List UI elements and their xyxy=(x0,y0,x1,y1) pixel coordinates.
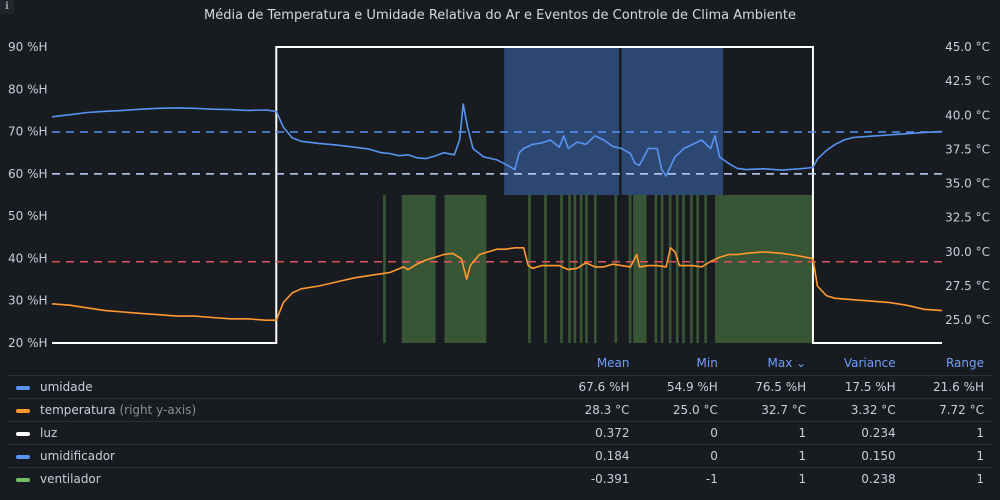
luz-state-line xyxy=(52,46,942,344)
legend-range-value: 1 xyxy=(903,421,992,445)
legend-header-row: Mean Min Max ⌄ Variance Range xyxy=(8,352,992,376)
legend-mean-value: -0.391 xyxy=(549,467,638,490)
ventilador-on-band xyxy=(383,195,386,343)
ventilador-on-band xyxy=(675,195,679,343)
y-right-tick-label: 40.0 °C xyxy=(945,108,990,122)
legend-mean-value: 28.3 °C xyxy=(549,398,638,422)
ventilador-on-band xyxy=(585,195,588,343)
y-right-tick-label: 45.0 °C xyxy=(945,40,990,54)
legend-swatch xyxy=(16,454,30,459)
ventilador-on-band xyxy=(696,195,700,343)
legend-max-value: 1 xyxy=(725,467,815,490)
ventilador-on-band xyxy=(690,195,693,343)
legend-table: Mean Min Max ⌄ Variance Range umidade 67.… xyxy=(8,352,992,490)
umidificador-on-band xyxy=(504,47,619,195)
legend-swatch xyxy=(16,385,30,390)
y-right-tick-label: 30.0 °C xyxy=(945,245,990,259)
legend-axis-note: (right y-axis) xyxy=(115,403,197,417)
legend-header-max[interactable]: Max ⌄ xyxy=(767,356,807,370)
legend-series-name[interactable]: umidade xyxy=(8,375,550,399)
legend-header-mean[interactable]: Mean xyxy=(596,356,630,370)
ventilador-on-band xyxy=(704,195,708,343)
ventilador-on-band xyxy=(528,195,531,343)
legend-series-label: temperatura xyxy=(40,403,116,417)
legend-row[interactable]: luz 0.372 0 1 0.234 1 xyxy=(8,421,992,445)
ventilador-on-band xyxy=(444,195,487,343)
ventilador-on-band xyxy=(668,195,672,343)
legend-min-value: -1 xyxy=(637,467,726,490)
y-right-tick-label: 37.5 °C xyxy=(945,142,990,156)
legend-series-label: umidificador xyxy=(40,449,115,463)
legend-series-label: umidade xyxy=(40,380,93,394)
info-icon[interactable]: ℹ xyxy=(0,0,14,14)
legend-series-name[interactable]: luz xyxy=(8,421,550,445)
legend-header-min[interactable]: Min xyxy=(696,356,718,370)
temperatura-series-line xyxy=(51,247,943,321)
ventilador-on-band xyxy=(544,195,547,343)
legend-variance-value: 17.5 %H xyxy=(814,375,904,399)
chart-plot: 20 %H 30 %H 40 %H 50 %H 60 %H 70 %H 80 %H 90 %H… xyxy=(8,40,990,350)
legend-row[interactable]: ventilador -0.391 -1 1 0.238 1 xyxy=(8,467,992,490)
ventilador-on-band xyxy=(594,195,597,343)
legend-variance-value: 3.32 °C xyxy=(814,398,904,422)
y-right-tick-label: 42.5 °C xyxy=(945,74,990,88)
legend-series-name[interactable]: ventilador xyxy=(8,467,550,490)
legend-header-variance[interactable]: Variance xyxy=(843,356,896,370)
legend-swatch xyxy=(16,408,30,413)
legend-mean-value: 0.372 xyxy=(549,421,638,445)
legend-mean-value: 0.184 xyxy=(549,444,638,468)
legend-max-value: 76.5 %H xyxy=(725,375,815,399)
legend-min-value: 54.9 %H xyxy=(637,375,726,399)
y-left-tick-label: 50 %H xyxy=(8,209,48,223)
umidade-series-line xyxy=(51,103,943,177)
y-left-tick-label: 20 %H xyxy=(8,336,48,350)
legend-variance-value: 0.234 xyxy=(814,421,904,445)
ventilador-on-band xyxy=(660,195,664,343)
legend-series-label: ventilador xyxy=(40,472,101,486)
y-right-tick-label: 32.5 °C xyxy=(945,211,990,225)
legend-swatch xyxy=(16,477,30,482)
y-right-tick-label: 35.0 °C xyxy=(945,177,990,191)
legend-max-value: 1 xyxy=(725,444,815,468)
y-left-tick-label: 60 %H xyxy=(8,167,48,181)
legend-row[interactable]: umidificador 0.184 0 1 0.150 1 xyxy=(8,444,992,468)
ventilador-on-band xyxy=(682,195,685,343)
y-left-tick-label: 40 %H xyxy=(8,251,48,265)
legend-row[interactable]: temperatura (right y-axis) 28.3 °C 25.0 °C… xyxy=(8,398,992,422)
legend-row[interactable]: umidade 67.6 %H 54.9 %H 76.5 %H 17.5 %H 21.6 … xyxy=(8,375,992,399)
legend-series-name[interactable]: umidificador xyxy=(8,444,550,468)
legend-header-range[interactable]: Range xyxy=(945,356,984,370)
ventilador-on-band xyxy=(633,195,647,343)
legend-range-value: 7.72 °C xyxy=(903,398,992,422)
y-left-tick-label: 30 %H xyxy=(8,294,48,308)
ventilador-on-band xyxy=(654,195,658,343)
ventilador-on-band xyxy=(579,195,583,343)
legend-min-value: 25.0 °C xyxy=(637,398,726,422)
legend-min-value: 0 xyxy=(637,421,726,445)
legend-max-value: 1 xyxy=(725,421,815,445)
legend-variance-value: 0.150 xyxy=(814,444,904,468)
y-left-tick-label: 90 %H xyxy=(8,40,48,54)
y-right-tick-label: 27.5 °C xyxy=(945,279,990,293)
ventilador-on-band xyxy=(628,195,632,343)
umidificador-on-band xyxy=(621,47,724,195)
ventilador-on-band xyxy=(560,195,563,343)
legend-series-name[interactable]: temperatura (right y-axis) xyxy=(8,398,550,422)
legend-mean-value: 67.6 %H xyxy=(549,375,638,399)
y-left-tick-label: 80 %H xyxy=(8,82,48,96)
legend-range-value: 1 xyxy=(903,444,992,468)
y-right-tick-label: 25.0 °C xyxy=(945,313,990,327)
ventilador-on-band xyxy=(715,195,813,343)
legend-swatch xyxy=(16,431,30,436)
y-left-tick-label: 70 %H xyxy=(8,125,48,139)
chart-title: Média de Temperatura e Umidade Relativa … xyxy=(204,8,796,23)
legend-range-value: 1 xyxy=(903,467,992,490)
legend-variance-value: 0.238 xyxy=(814,467,904,490)
ventilador-on-band xyxy=(614,195,618,343)
legend-range-value: 21.6 %H xyxy=(903,375,992,399)
legend-min-value: 0 xyxy=(637,444,726,468)
legend-max-value: 32.7 °C xyxy=(725,398,815,422)
legend-series-label: luz xyxy=(40,426,58,440)
